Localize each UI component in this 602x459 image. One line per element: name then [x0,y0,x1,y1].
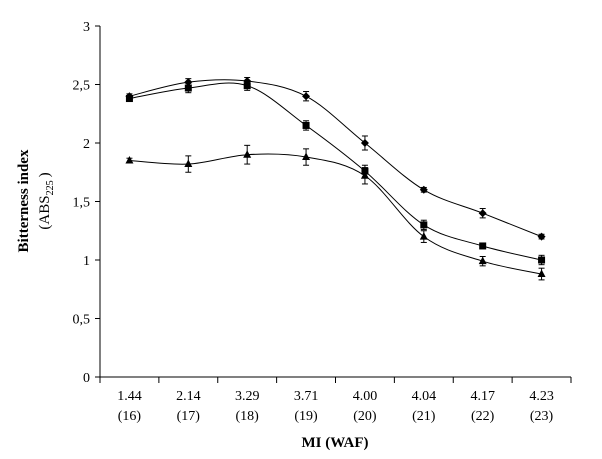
data-point-triangle [478,256,487,265]
y-axis-unit-group: (ABS225) [37,172,56,229]
data-point-square [125,95,133,103]
x-ticks: 1.44 (16) 2.14 (17) 3.29 (18) 3.71 (19) 4.00 (20)… [99,377,572,424]
x-tick-label: 4.17 [470,389,495,404]
data-point-triangle [537,269,546,278]
y-axis-title: Bitterness index [16,149,32,252]
x-tick-label: 1.44 [117,389,142,404]
data-point-square [479,242,487,250]
x-axis-title: MI (WAF) [301,435,368,451]
data-point-square [243,82,251,90]
data-point-square [420,221,428,229]
series-line [129,153,542,275]
data-point-diamond [419,185,428,194]
x-tick-label: 4.00 [353,389,378,404]
data-point-square [184,84,192,92]
data-point-diamond [537,232,546,241]
x-tick-sublabel: (19) [294,409,318,424]
data-point-triangle [302,152,311,161]
data-point-diamond [302,92,311,101]
x-tick-label: 4.04 [412,389,437,404]
data-point-triangle [184,159,193,168]
y-tick-label: 1 [83,254,90,269]
y-axis-unit-open: (ABS [37,195,53,229]
y-tick-label: 0,5 [73,313,91,328]
x-tick-sublabel: (17) [177,409,201,424]
data-point-diamond [184,78,193,87]
y-axis-title-group: Bitterness index [16,149,32,252]
x-tick-label: 3.71 [294,389,319,404]
y-tick-label: 2 [83,137,90,152]
y-ticks: 0 0,5 1 1,5 2 2,5 3 [73,20,100,386]
y-tick-label: 3 [83,20,90,35]
y-axis-unit: (ABS225) [37,172,56,229]
y-tick-label: 1,5 [73,196,91,211]
data-point-diamond [478,209,487,218]
y-axis-unit-close: ) [37,172,53,177]
series-line [129,79,542,238]
series-square [125,80,546,266]
x-tick-sublabel: (16) [118,409,142,424]
data-point-diamond [360,139,369,147]
series-layer [125,76,546,281]
y-tick-label: 0 [83,371,90,386]
data-point-triangle [125,156,134,164]
x-tick-sublabel: (22) [471,409,495,424]
x-tick-sublabel: (23) [530,409,554,424]
x-tick-label: 3.29 [235,389,260,404]
x-tick-label: 2.14 [176,389,201,404]
data-point-square [538,256,546,264]
x-tick-sublabel: (21) [412,409,436,424]
y-tick-label: 2,5 [73,79,91,94]
series-triangle [125,144,546,281]
x-tick-label: 4.23 [529,389,554,404]
data-point-square [302,121,310,129]
series-diamond [125,76,546,241]
data-point-triangle [243,150,252,158]
y-axis-unit-sub: 225 [45,180,56,195]
series-line [129,82,542,261]
data-point-triangle [360,171,369,179]
data-point-triangle [419,232,428,240]
x-tick-sublabel: (18) [236,409,260,424]
x-tick-sublabel: (20) [353,409,377,424]
